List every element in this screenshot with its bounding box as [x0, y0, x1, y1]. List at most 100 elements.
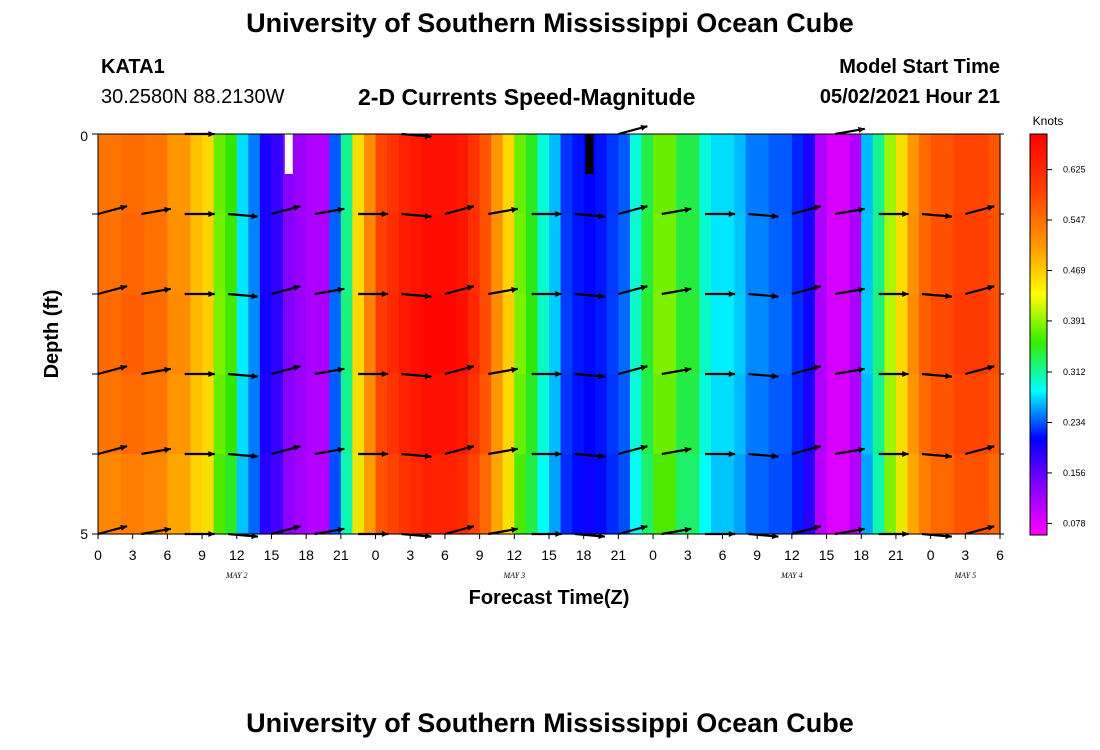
- arrow-head: [208, 371, 215, 377]
- heatmap-cell: [618, 134, 631, 215]
- heatmap-cell: [178, 134, 192, 215]
- heatmap-cell: [398, 374, 411, 455]
- heatmap-cell: [710, 134, 724, 215]
- heatmap-cell: [606, 374, 619, 455]
- heatmap-cell: [768, 374, 781, 455]
- heatmap-cell: [699, 214, 712, 295]
- current-arrow: [531, 211, 562, 217]
- heatmap-cell: [710, 214, 724, 295]
- current-arrow: [705, 371, 736, 377]
- heatmap-cell: [248, 134, 261, 215]
- heatmap-cell: [919, 454, 932, 535]
- current-arrow: [618, 124, 648, 136]
- heatmap-cell: [814, 214, 828, 295]
- heatmap-cell: [629, 454, 643, 535]
- heatmap-cell: [444, 214, 458, 295]
- heatmap-cell: [664, 214, 677, 295]
- heatmap-cell: [965, 294, 978, 375]
- footer-title: University of Southern Mississippi Ocean…: [246, 708, 854, 738]
- arrow-head: [208, 291, 215, 297]
- heatmap-cell: [456, 454, 469, 535]
- heatmap-cell: [248, 374, 261, 455]
- current-arrow: [488, 366, 518, 376]
- heatmap-cell: [537, 214, 550, 295]
- heatmap-cell: [202, 454, 215, 535]
- current-arrow: [921, 292, 952, 300]
- x-tick-label: 3: [406, 547, 414, 563]
- heatmap-cell: [167, 214, 180, 295]
- x-tick-label: 6: [996, 547, 1004, 563]
- colorbar-tick-label: 0.625: [1063, 165, 1086, 175]
- x-tick-label: 21: [888, 547, 904, 563]
- heatmap-cell: [988, 374, 1001, 455]
- heatmap-cell: [271, 134, 284, 215]
- highlight-marker: [585, 134, 594, 174]
- colorbar-title: Knots: [1033, 114, 1064, 128]
- heatmap-cell: [826, 294, 839, 375]
- heatmap-cell: [988, 294, 1001, 375]
- heatmap-cell: [549, 134, 562, 215]
- heatmap-cell: [236, 134, 249, 215]
- heatmap-cell: [387, 294, 400, 375]
- heatmap-cell: [259, 454, 273, 535]
- heatmap-cell: [826, 374, 839, 455]
- heatmap-cell: [884, 214, 897, 295]
- heatmap-cell: [329, 214, 342, 295]
- date-label: MAY 2: [225, 571, 248, 580]
- arrow-head: [467, 284, 474, 291]
- heatmap-cell: [167, 454, 180, 535]
- heatmap-cell: [664, 134, 677, 215]
- heatmap-cell: [618, 374, 631, 455]
- current-arrow: [444, 204, 475, 216]
- heatmap-cell: [155, 214, 168, 295]
- x-tick-label: 0: [649, 547, 657, 563]
- heatmap-cell: [872, 134, 885, 215]
- heatmap-cell: [907, 294, 920, 375]
- heatmap-cell: [838, 214, 851, 295]
- heatmap-cell: [745, 214, 758, 295]
- current-arrow: [705, 211, 736, 217]
- heatmap-cell: [525, 214, 539, 295]
- heatmap-cell: [629, 294, 643, 375]
- heatmap-cell: [560, 454, 573, 535]
- heatmap-cell: [317, 294, 330, 375]
- arrow-head: [251, 293, 258, 300]
- heatmap-cell: [398, 454, 411, 535]
- heatmap-cell: [190, 454, 203, 535]
- arrow-head: [987, 524, 995, 531]
- heatmap-cell: [572, 454, 585, 535]
- heatmap-cell: [560, 214, 573, 295]
- heatmap-cell: [861, 374, 874, 455]
- heatmap-cell: [398, 294, 411, 375]
- arrow-head: [902, 371, 909, 377]
- heatmap-cell: [468, 454, 481, 535]
- y-tick-label: 5: [80, 526, 88, 542]
- heatmap-cell: [537, 134, 550, 215]
- heatmap-cell: [202, 214, 215, 295]
- heatmap-cell: [687, 134, 700, 215]
- heatmap-cell: [167, 374, 180, 455]
- x-tick-label: 6: [441, 547, 449, 563]
- arrow-head: [555, 371, 562, 377]
- heatmap-cell: [791, 214, 805, 295]
- heatmap-cell: [641, 134, 654, 215]
- date-label: MAY 4: [780, 571, 803, 580]
- arrow-head: [293, 444, 301, 451]
- current-arrow: [228, 212, 259, 220]
- heatmap-cell: [178, 374, 192, 455]
- page-title: University of Southern Mississippi Ocean…: [246, 8, 854, 38]
- current-arrow: [358, 291, 389, 297]
- heatmap-cell: [144, 134, 157, 215]
- arrow-head: [858, 526, 865, 533]
- heatmap-cell: [861, 294, 874, 375]
- arrow-head: [511, 446, 518, 453]
- heatmap-cell: [664, 294, 677, 375]
- colorbar-tick-label: 0.234: [1063, 418, 1086, 428]
- arrow-head: [813, 524, 821, 531]
- heatmap-cell: [375, 374, 388, 455]
- heatmap-cell: [687, 374, 700, 455]
- heatmap-cell: [202, 134, 215, 215]
- arrow-head: [987, 204, 995, 211]
- heatmap-cell: [468, 294, 481, 375]
- heatmap-cell: [421, 294, 434, 375]
